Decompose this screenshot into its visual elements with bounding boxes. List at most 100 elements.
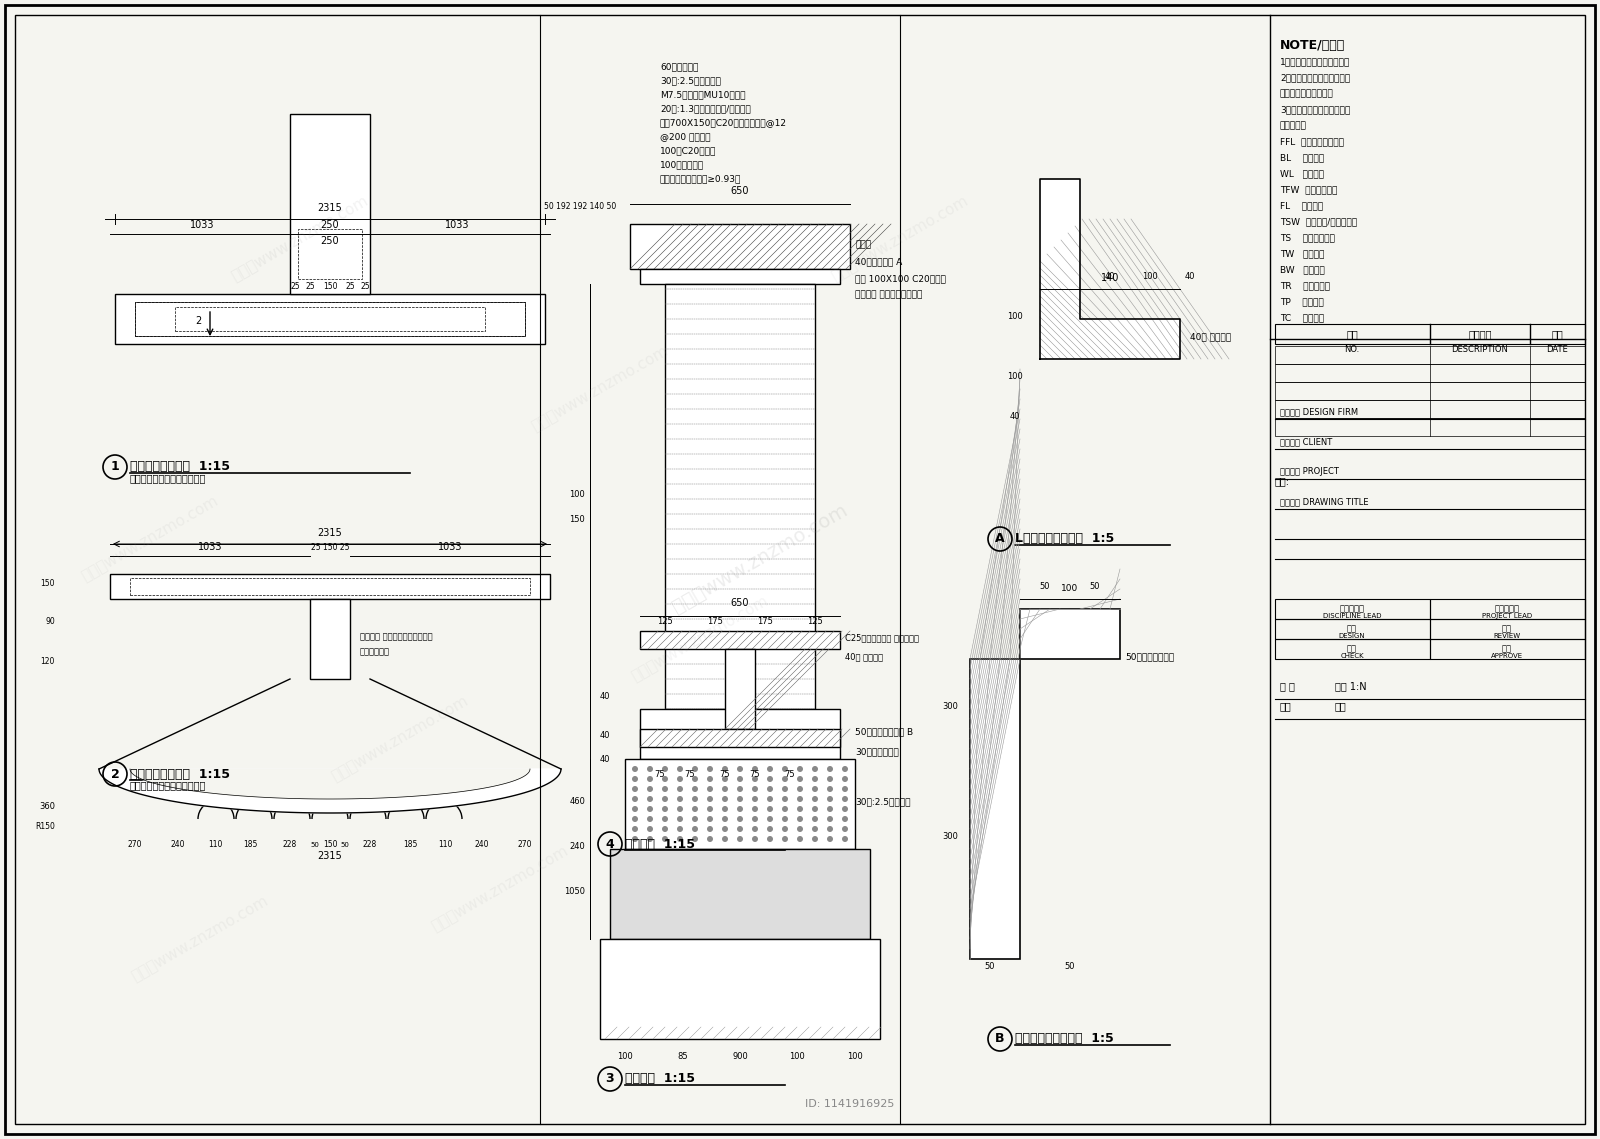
Text: 100厚C20砖垫层: 100厚C20砖垫层 (661, 146, 717, 155)
Circle shape (827, 776, 834, 782)
Circle shape (707, 786, 714, 792)
Circle shape (646, 776, 653, 782)
Circle shape (662, 816, 669, 822)
Circle shape (632, 836, 638, 842)
Text: B: B (995, 1032, 1005, 1046)
Text: 知天网www.znzmo.com: 知天网www.znzmo.com (629, 593, 771, 685)
Circle shape (632, 786, 638, 792)
Text: M7.5水泥砂浆MU10砖砌墙: M7.5水泥砂浆MU10砖砌墙 (661, 90, 746, 99)
Text: 2315: 2315 (318, 203, 342, 213)
Text: 125: 125 (658, 617, 674, 626)
Circle shape (662, 826, 669, 831)
Text: 40: 40 (600, 731, 610, 740)
Circle shape (646, 806, 653, 812)
Text: NOTE/注释：: NOTE/注释： (1280, 39, 1346, 52)
Text: 详图中均有详细表达，: 详图中均有详细表达， (1280, 89, 1334, 98)
Bar (640, 631, 840, 649)
Text: 150: 150 (323, 282, 338, 290)
Text: 颜色打色 石石板胶粘剂固定: 颜色打色 石石板胶粘剂固定 (854, 290, 922, 300)
Text: 剖面图一  1:15: 剖面图一 1:15 (626, 1073, 694, 1085)
Circle shape (842, 816, 848, 822)
Circle shape (842, 767, 848, 772)
Bar (640, 269, 840, 284)
Circle shape (782, 836, 787, 842)
Circle shape (646, 826, 653, 831)
Text: 知天网www.znzmo.com: 知天网www.znzmo.com (330, 694, 470, 785)
Text: A: A (995, 533, 1005, 546)
Text: DATE: DATE (1546, 344, 1568, 353)
Text: 图号: 图号 (1334, 700, 1347, 711)
Circle shape (827, 767, 834, 772)
Text: 知天网www.znzmo.com: 知天网www.znzmo.com (229, 194, 371, 285)
Circle shape (797, 796, 803, 802)
Text: 228: 228 (363, 839, 378, 849)
Text: 表含义为：: 表含义为： (1280, 121, 1307, 130)
Text: 75: 75 (750, 770, 760, 779)
Text: 30厚:2.5水泥砂浆: 30厚:2.5水泥砂浆 (854, 797, 910, 806)
Circle shape (632, 826, 638, 831)
Bar (1430, 599, 1586, 618)
Circle shape (738, 806, 742, 812)
Text: 185: 185 (243, 839, 258, 849)
Circle shape (797, 776, 803, 782)
Text: 150: 150 (40, 580, 54, 589)
Text: 300: 300 (942, 702, 958, 711)
Text: 30厚碎皮石砖垫: 30厚碎皮石砖垫 (854, 747, 899, 756)
Circle shape (827, 826, 834, 831)
Circle shape (797, 806, 803, 812)
Text: 75: 75 (720, 770, 730, 779)
Circle shape (707, 836, 714, 842)
Text: DESCRIPTION: DESCRIPTION (1451, 344, 1509, 353)
Text: 说明：影饰内容由甲方指定。: 说明：影饰内容由甲方指定。 (130, 473, 206, 483)
Text: 75: 75 (784, 770, 795, 779)
Text: 2: 2 (110, 768, 120, 780)
Circle shape (722, 806, 728, 812)
Circle shape (782, 816, 787, 822)
Text: 100: 100 (846, 1052, 862, 1062)
Text: 叶材土: 叶材土 (854, 240, 870, 249)
Text: 截面 100X100 C20基础梁: 截面 100X100 C20基础梁 (854, 274, 946, 282)
Text: 50厚原始当地石材: 50厚原始当地石材 (1125, 652, 1174, 661)
Text: 素土夯实（密实系数≥0.93）: 素土夯实（密实系数≥0.93） (661, 174, 741, 183)
Circle shape (827, 836, 834, 842)
Circle shape (691, 767, 698, 772)
Text: 110: 110 (208, 839, 222, 849)
Text: 版次: 版次 (1280, 700, 1291, 711)
Text: 100: 100 (789, 1052, 805, 1062)
Text: DISCIPLINE LEAD: DISCIPLINE LEAD (1323, 613, 1381, 618)
Text: 日期: 日期 (1550, 329, 1563, 339)
Bar (1275, 618, 1430, 639)
Bar (1275, 364, 1586, 382)
Circle shape (646, 816, 653, 822)
Text: NO.: NO. (1344, 344, 1360, 353)
Text: 50: 50 (984, 962, 995, 972)
Circle shape (722, 786, 728, 792)
Polygon shape (99, 769, 562, 813)
Bar (110, 574, 550, 599)
Circle shape (707, 767, 714, 772)
Text: 150: 150 (323, 839, 338, 849)
Circle shape (752, 826, 758, 831)
Text: 知天网www.znzmo.com: 知天网www.znzmo.com (829, 194, 971, 285)
Text: 2315: 2315 (318, 528, 342, 538)
Bar (1021, 609, 1120, 659)
Text: 图纸名称 DRAWING TITLE: 图纸名称 DRAWING TITLE (1280, 497, 1368, 506)
Text: 防腐木造型立面图  1:15: 防腐木造型立面图 1:15 (130, 768, 230, 780)
Circle shape (632, 796, 638, 802)
Text: 90: 90 (45, 617, 54, 626)
Text: TS    土壤表面标高: TS 土壤表面标高 (1280, 233, 1334, 241)
Text: 75: 75 (654, 770, 666, 779)
Bar (610, 849, 870, 939)
Text: 30厚:2.5轻水泥砂浆: 30厚:2.5轻水泥砂浆 (661, 76, 722, 85)
Text: FFL  建筑室内地坪标高: FFL 建筑室内地坪标高 (1280, 137, 1344, 146)
Text: 项目名称 PROJECT: 项目名称 PROJECT (1280, 467, 1339, 476)
Text: 1033: 1033 (198, 542, 222, 552)
Circle shape (707, 806, 714, 812)
Text: CHECK: CHECK (1341, 653, 1363, 659)
Text: 25: 25 (346, 282, 355, 290)
Text: 设计单位 DESIGN FIRM: 设计单位 DESIGN FIRM (1280, 407, 1358, 416)
Text: 175: 175 (707, 617, 723, 626)
Text: 60厚当地石材: 60厚当地石材 (661, 62, 698, 71)
Text: 240: 240 (475, 839, 490, 849)
Text: @200 单层双向: @200 单层双向 (661, 132, 710, 141)
